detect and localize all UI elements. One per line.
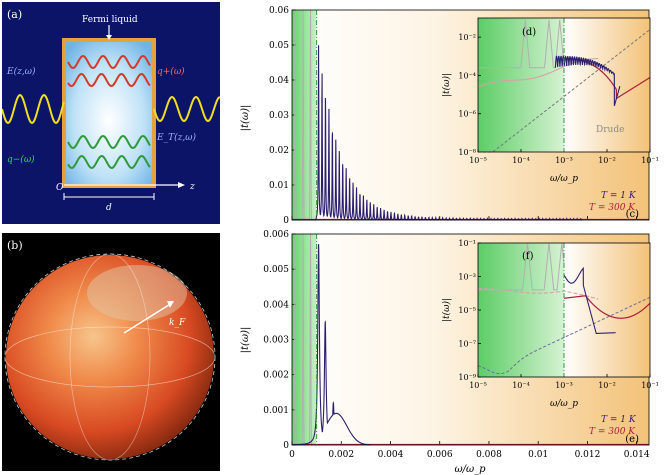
meridian-line	[69, 253, 151, 461]
inset-xtick-label: 10⁻³	[555, 381, 573, 390]
ytick-label: 0.003	[263, 336, 289, 346]
inset-xtick-label: 10⁻⁵	[469, 381, 487, 390]
xtick-label: 0.014	[624, 450, 650, 460]
inset-ytick-label: 10⁻⁴	[458, 71, 476, 80]
inset-f-series-T300	[563, 295, 651, 319]
chart-e-legend-T1: T = 1 K	[601, 415, 637, 425]
thickness-label: d	[106, 203, 112, 213]
z-axis-arrow	[178, 182, 185, 188]
ytick-label: 0.004	[263, 300, 289, 310]
inset-xtick-label: 10⁻¹	[641, 381, 659, 390]
inset-ytick-label: 10⁻³	[458, 273, 476, 282]
inset-ytick-label: 10⁻⁶	[458, 110, 476, 119]
equator-line	[4, 326, 216, 388]
q-plus-label: q+(ω)	[157, 66, 185, 77]
panel-b-label: (b)	[7, 239, 23, 252]
inset-d-gray-series	[478, 19, 565, 69]
xtick-label: 0.004	[378, 450, 404, 460]
kF-arrow-head	[167, 301, 174, 308]
ytick-label: 0.02	[269, 146, 289, 156]
inset-ytick-label: 10⁻⁵	[458, 306, 476, 315]
ytick-label: 0.006	[263, 230, 289, 240]
ytick-label: 0	[283, 216, 289, 226]
xtick-label: 0	[289, 450, 295, 460]
fermi-liquid-title: Fermi liquid	[82, 15, 138, 25]
inset-f-ylabel: |t(ω)|	[441, 298, 452, 322]
inset-f-pink-series	[478, 287, 599, 300]
inset-d-panel-label: (d)	[522, 27, 536, 38]
chart-c-legend-T300: T = 300 K	[589, 203, 636, 213]
transmitted-wave	[153, 95, 220, 123]
inset-d-ylabel: |t(ω)|	[441, 73, 452, 97]
chart-c-ylabel: |t(ω)|	[240, 105, 251, 132]
inset-xtick-label: 10⁻³	[555, 156, 573, 165]
inset-d-drude-label: Drude	[596, 125, 624, 135]
chart-e-ticks: 0 0.001 0.002 0.003 0.004 0.005 0.006 0 0.002 0.0…	[263, 230, 650, 460]
chart-c-panel-label: (c)	[626, 209, 640, 220]
inset-xtick-label: 10⁻¹	[641, 156, 659, 165]
z-label: z	[189, 182, 195, 192]
inset-d-drude-line	[478, 29, 651, 153]
chart-e-legend-T300: T = 300 K	[589, 427, 636, 437]
chart-e-panel-label: (e)	[625, 434, 639, 445]
inset-xtick-label: 10⁻²	[598, 156, 616, 165]
xtick-label: 0.006	[427, 450, 453, 460]
ytick-label: 0.06	[269, 6, 289, 16]
ytick-label: 0.005	[263, 265, 289, 275]
inset-xtick-label: 10⁻²	[598, 381, 616, 390]
inset-xtick-label: 10⁻⁴	[512, 381, 530, 390]
inset-f-panel-label: (f)	[522, 251, 534, 262]
q-plus-wave-1	[67, 54, 151, 70]
panel-a-label: (a)	[7, 8, 22, 21]
ytick-label: 0	[283, 441, 289, 451]
xtick-label: 0.008	[476, 450, 502, 460]
xtick-label: 0.01	[528, 450, 548, 460]
origin-label: O	[56, 183, 64, 193]
q-minus-wave-1	[67, 134, 151, 150]
incident-wave	[2, 93, 65, 125]
ytick-label: 0.002	[263, 371, 289, 381]
inset-d-series-T1	[554, 55, 621, 106]
ytick-label: 0.05	[269, 41, 289, 51]
chart-e-xlabel: ω/ω_p	[454, 464, 486, 475]
q-plus-wave-2	[67, 72, 151, 88]
thickness-bracket	[63, 193, 155, 200]
ytick-label: 0.001	[263, 406, 289, 416]
chart-c-legend-T1: T = 1 K	[601, 191, 637, 201]
xtick-label: 0.002	[328, 450, 354, 460]
title-arrow-head	[106, 35, 112, 40]
inset-f-orange-region	[564, 243, 650, 377]
xtick-label: 0.012	[575, 450, 601, 460]
inset-f-series-T1	[563, 266, 616, 334]
q-minus-wave-2	[67, 154, 151, 170]
kF-arrow	[123, 302, 173, 334]
panel-a: (a) Fermi liquid E(z,ω) q+(ω) E_T(z,ω) q…	[2, 2, 220, 224]
inset-f-gray-series	[478, 242, 565, 291]
ytick-label: 0.03	[269, 111, 289, 121]
fermi-sphere-bulge	[87, 265, 187, 321]
inset-d-frame	[477, 17, 651, 153]
inset-ytick-label: 10⁻⁸	[458, 148, 476, 157]
inset-ytick-label: 10⁻⁹	[458, 373, 476, 382]
inset-f-frame	[477, 242, 651, 378]
transmitted-field-label: E_T(z,ω)	[156, 132, 197, 143]
panel-b: k_F (b)	[2, 233, 220, 471]
inset-ytick-label: 10⁻²	[458, 33, 476, 42]
inset-f-green-region	[478, 243, 564, 377]
incident-field-label: E(z,ω)	[6, 66, 36, 77]
inset-f: 10⁻⁵ 10⁻⁴ 10⁻³ 10⁻² 10⁻¹ 10⁻⁹ 10⁻⁷ 10⁻⁵ 10⁻³ 10⁻¹…	[441, 239, 659, 409]
inset-ytick-label: 10⁻¹	[458, 239, 476, 248]
inset-xtick-label: 10⁻⁵	[469, 156, 487, 165]
inset-d: 10⁻⁵ 10⁻⁴ 10⁻³ 10⁻² 10⁻¹ 10⁻⁸ 10⁻⁶ 10⁻⁴ 10⁻² |t(…	[441, 17, 659, 184]
inset-f-xlabel: ω/ω_p	[550, 399, 578, 409]
ytick-label: 0.04	[269, 76, 289, 86]
inset-ytick-label: 10⁻⁷	[458, 340, 476, 349]
inset-d-xlabel: ω/ω_p	[550, 174, 578, 184]
kF-label: k_F	[169, 318, 186, 328]
q-minus-label: q−(ω)	[7, 154, 35, 165]
chart-e-ylabel: |t(ω)|	[240, 327, 251, 354]
ytick-label: 0.01	[269, 181, 289, 191]
inset-xtick-label: 10⁻⁴	[512, 156, 530, 165]
chart-e-series-T1	[291, 244, 371, 446]
